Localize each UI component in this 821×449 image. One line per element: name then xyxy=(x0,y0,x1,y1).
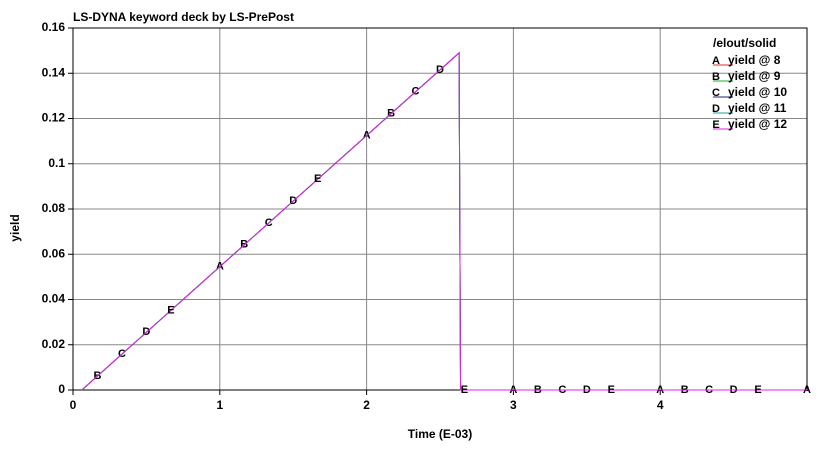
y-tick-label: 0.04 xyxy=(42,292,66,306)
series-marker: E xyxy=(754,384,761,396)
x-tick-label: 4 xyxy=(657,398,664,412)
y-tick-label: 0 xyxy=(58,382,65,396)
series-marker: E xyxy=(167,304,174,316)
y-tick-label: 0.06 xyxy=(42,246,66,260)
y-tick-label: 0.12 xyxy=(42,111,66,125)
y-tick-label: 0.02 xyxy=(42,337,66,351)
legend-label: yield @ 12 xyxy=(728,117,787,131)
series-marker: E xyxy=(608,384,615,396)
x-tick-label: 2 xyxy=(363,398,370,412)
plot-frame xyxy=(72,27,808,391)
legend-marker: D xyxy=(712,103,720,115)
series-line xyxy=(81,51,807,391)
legend-label: yield @ 8 xyxy=(728,53,781,67)
legend-marker: E xyxy=(712,119,719,131)
series-marker: E xyxy=(314,173,321,185)
legend-marker: A xyxy=(712,55,720,67)
x-tick-label: 0 xyxy=(70,398,77,412)
y-tick-label: 0.14 xyxy=(42,65,66,79)
series-line xyxy=(81,51,807,391)
y-tick-label: 0.08 xyxy=(42,201,66,215)
series-line xyxy=(81,51,807,391)
series-line xyxy=(81,51,807,391)
y-tick-label: 0.1 xyxy=(48,156,65,170)
legend-label: yield @ 10 xyxy=(728,85,787,99)
x-tick-label: 1 xyxy=(216,398,223,412)
x-axis-label: Time (E-03) xyxy=(408,427,472,441)
legend-marker: B xyxy=(712,71,720,83)
y-tick-label: 0.16 xyxy=(42,20,66,34)
legend-title: /elout/solid xyxy=(713,36,776,50)
x-tick-label: 3 xyxy=(510,398,517,412)
chart-title: LS-DYNA keyword deck by LS-PrePost xyxy=(73,10,294,24)
series-marker: E xyxy=(461,384,468,396)
legend-label: yield @ 11 xyxy=(728,101,787,115)
series-line xyxy=(81,51,807,391)
series-marker: A xyxy=(803,384,811,396)
legend-marker: C xyxy=(712,87,720,99)
y-axis-label: yield xyxy=(8,214,22,241)
legend-label: yield @ 9 xyxy=(728,69,781,83)
